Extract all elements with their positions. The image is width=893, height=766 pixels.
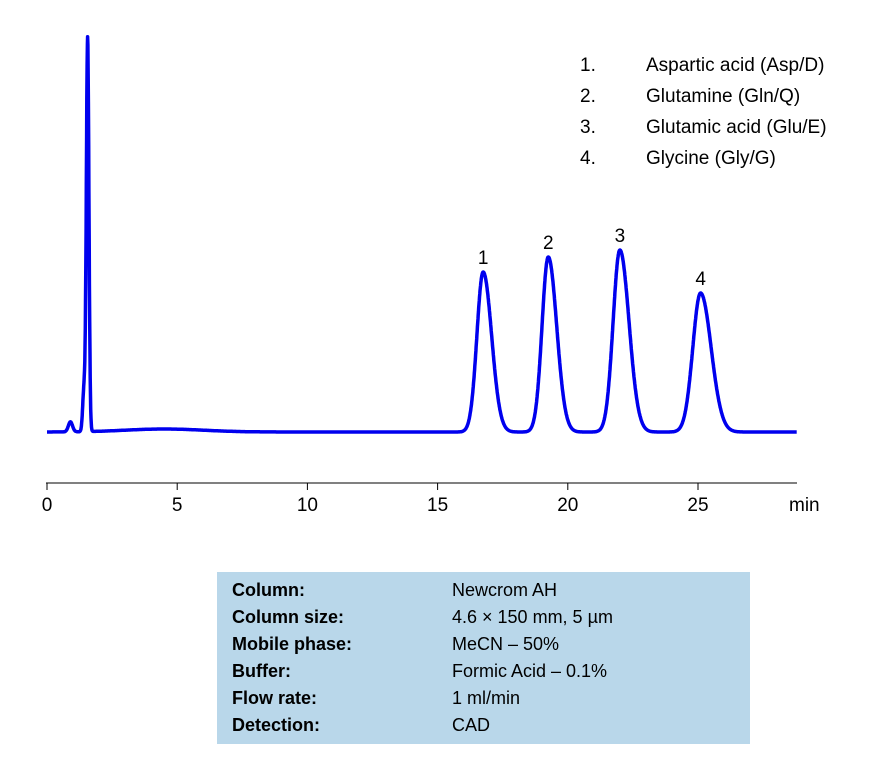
condition-label: Flow rate: (232, 688, 318, 708)
condition-label: Column: (232, 580, 305, 600)
legend-name: Glycine (Gly/G) (646, 148, 776, 169)
x-tick-label: 0 (42, 495, 53, 516)
signal-trace (45, 34, 799, 434)
x-tick-label: 25 (687, 495, 708, 516)
x-tick-label: 5 (172, 495, 183, 516)
legend-item: 3. Glutamic acid (Glu/E) (580, 112, 827, 143)
condition-value: Newcrom AH (452, 580, 558, 600)
legend-item: 1. Aspartic acid (Asp/D) (580, 50, 827, 81)
legend-num: 2. (580, 86, 596, 107)
peak-legend: 1. Aspartic acid (Asp/D) 2. Glutamine (Gln… (580, 50, 827, 174)
condition-value: 4.6 × 150 mm, 5 µm (452, 607, 613, 627)
x-axis-label: min (789, 495, 820, 516)
legend-name: Aspartic acid (Asp/D) (646, 55, 825, 76)
peak-label: 3 (615, 226, 626, 247)
condition-row: Flow rate: 1 ml/min (232, 688, 520, 709)
condition-label: Column size: (232, 607, 345, 627)
condition-value: 1 ml/min (452, 688, 521, 708)
legend-item: 2. Glutamine (Gln/Q) (580, 81, 827, 112)
legend-name: Glutamic acid (Glu/E) (646, 117, 827, 138)
peak-label: 4 (695, 269, 706, 290)
legend-num: 4. (580, 148, 596, 169)
condition-label: Detection: (232, 715, 321, 735)
legend-name: Glutamine (Gln/Q) (646, 86, 801, 107)
condition-label: Buffer: (232, 661, 291, 681)
legend-num: 3. (580, 117, 596, 138)
condition-row: Mobile phase: MeCN – 50% (232, 634, 559, 655)
condition-label: Mobile phase: (232, 634, 353, 654)
legend-num: 1. (580, 55, 596, 76)
conditions-box: Column: Newcrom AH Column size: 4.6 × 150 … (217, 572, 750, 744)
peak-label: 1 (478, 248, 489, 269)
condition-value: Formic Acid – 0.1% (452, 661, 608, 681)
condition-row: Column: Newcrom AH (232, 580, 557, 601)
condition-value: CAD (452, 715, 491, 735)
legend-item: 4. Glycine (Gly/G) (580, 143, 827, 174)
condition-value: MeCN – 50% (452, 634, 560, 654)
x-tick-label: 15 (427, 495, 448, 516)
x-tick-label: 20 (557, 495, 578, 516)
condition-row: Detection: CAD (232, 715, 490, 736)
condition-row: Column size: 4.6 × 150 mm, 5 µm (232, 607, 613, 628)
x-tick-label: 10 (297, 495, 318, 516)
peak-label: 2 (543, 233, 554, 254)
condition-row: Buffer: Formic Acid – 0.1% (232, 661, 607, 682)
